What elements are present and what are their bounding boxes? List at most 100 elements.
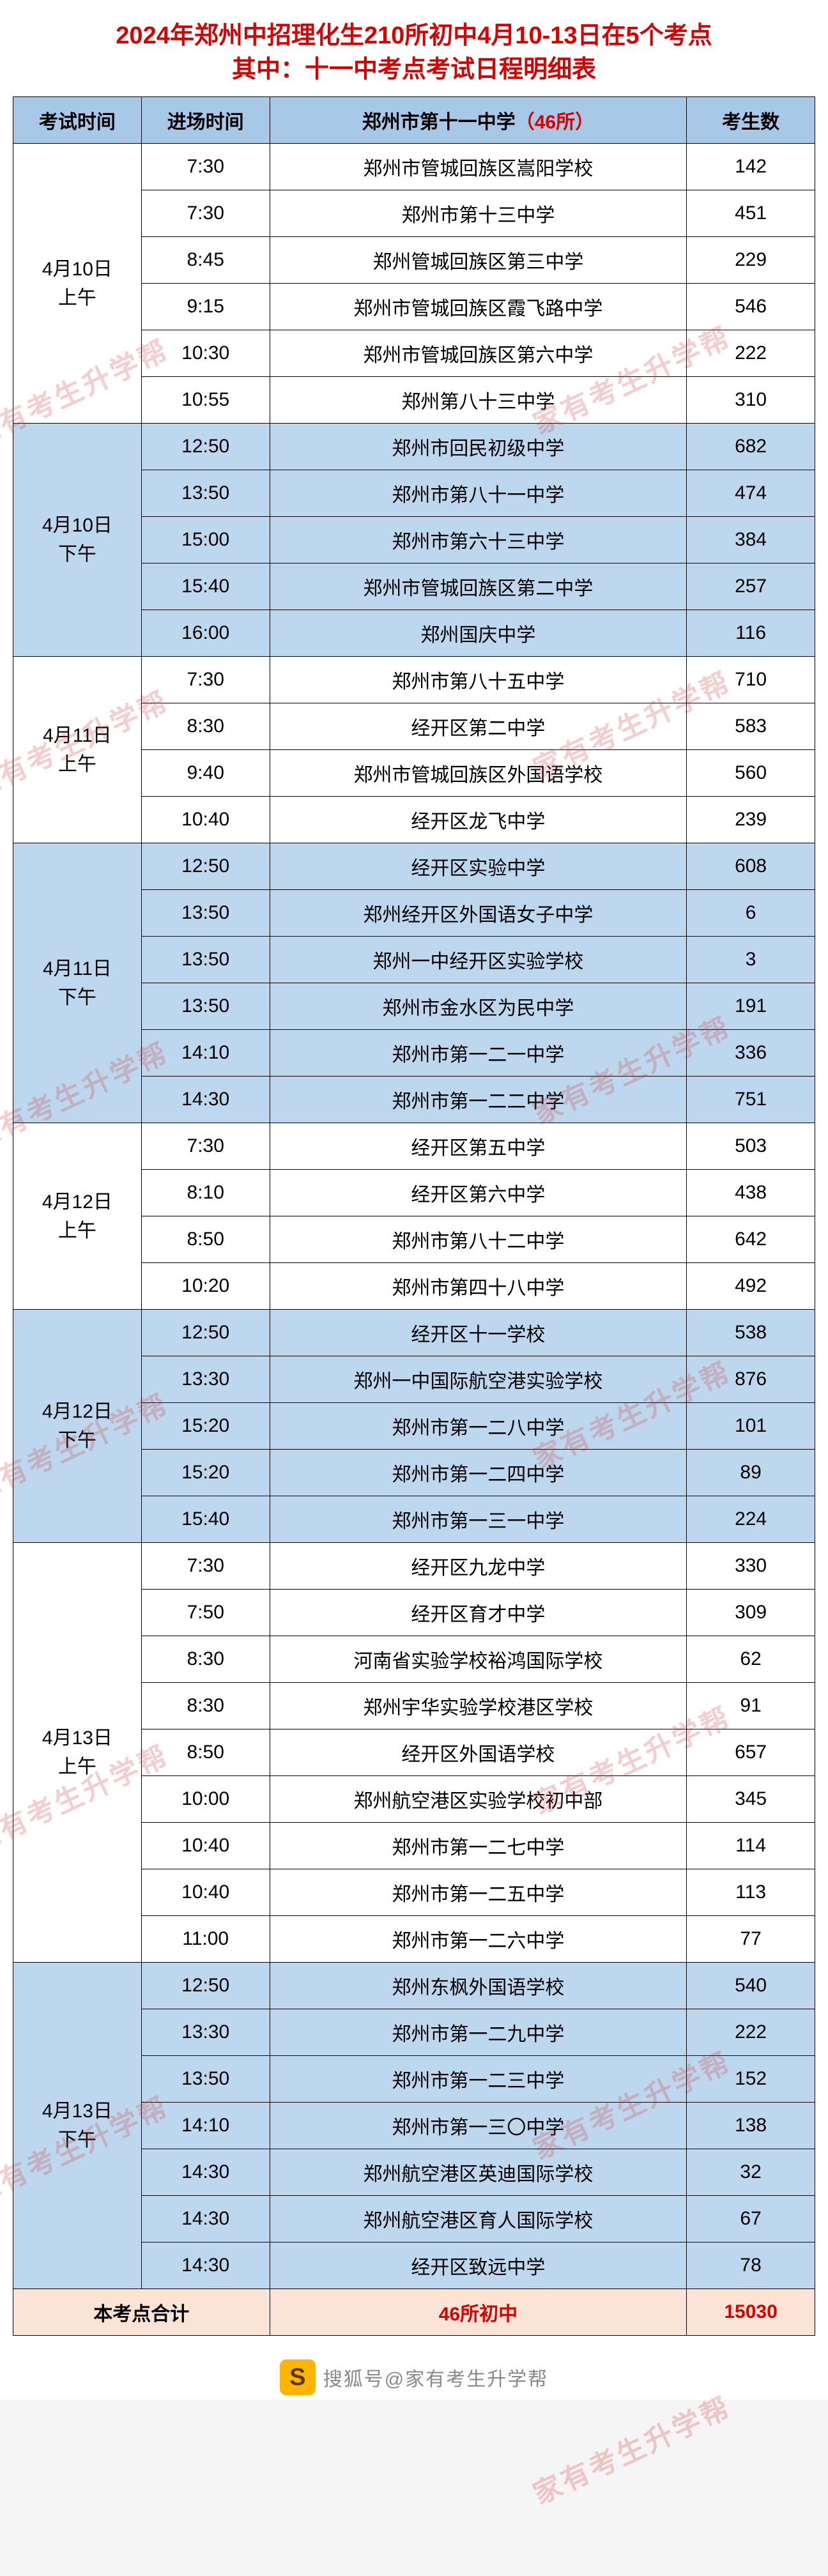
time-cell: 9:15 — [141, 284, 270, 330]
count-cell: 751 — [687, 1077, 815, 1123]
time-cell: 7:30 — [141, 190, 270, 237]
table-row: 4月11日下午12:50经开区实验中学608 — [13, 843, 815, 890]
count-cell: 682 — [687, 424, 815, 470]
header-time: 进场时间 — [141, 97, 270, 144]
count-cell: 657 — [687, 1729, 815, 1776]
time-cell: 10:20 — [141, 1263, 270, 1310]
table-row: 4月12日下午12:50经开区十一学校538 — [13, 1310, 815, 1356]
time-cell: 13:30 — [141, 2009, 270, 2056]
session-cell: 4月13日上午 — [13, 1543, 142, 1963]
school-cell: 郑州一中经开区实验学校 — [270, 937, 687, 983]
count-cell: 67 — [687, 2196, 815, 2242]
time-cell: 7:50 — [141, 1590, 270, 1636]
count-cell: 583 — [687, 703, 815, 750]
school-cell: 经开区第六中学 — [270, 1170, 687, 1216]
time-cell: 10:00 — [141, 1776, 270, 1823]
table-row: 4月12日上午7:30经开区第五中学503 — [13, 1123, 815, 1170]
school-cell: 郑州市管城回族区霞飞路中学 — [270, 284, 687, 330]
time-cell: 12:50 — [141, 1310, 270, 1356]
table-row: 4月13日上午7:30经开区九龙中学330 — [13, 1543, 815, 1590]
time-cell: 7:30 — [141, 1543, 270, 1590]
count-cell: 62 — [687, 1636, 815, 1683]
school-cell: 经开区九龙中学 — [270, 1543, 687, 1590]
count-cell: 642 — [687, 1216, 815, 1263]
footer-total: 15030 — [687, 2289, 815, 2336]
school-cell: 郑州一中国际航空港实验学校 — [270, 1356, 687, 1403]
count-cell: 116 — [687, 610, 815, 657]
session-cell: 4月10日下午 — [13, 424, 142, 657]
count-cell: 229 — [687, 237, 815, 284]
time-cell: 13:50 — [141, 470, 270, 517]
session-cell: 4月11日上午 — [13, 657, 142, 843]
footer-label: 本考点合计 — [13, 2289, 270, 2336]
count-cell: 710 — [687, 657, 815, 703]
header-school-count: （46所） — [516, 112, 594, 133]
title-line-1: 2024年郑州中招理化生210所初中4月10-13日在5个考点 — [13, 19, 815, 53]
time-cell: 11:00 — [141, 1916, 270, 1963]
school-cell: 经开区实验中学 — [270, 843, 687, 890]
footer-row: 本考点合计46所初中15030 — [13, 2289, 815, 2336]
time-cell: 8:30 — [141, 1636, 270, 1683]
school-cell: 郑州市管城回族区第二中学 — [270, 564, 687, 610]
school-cell: 郑州市第八十二中学 — [270, 1216, 687, 1263]
schedule-table: 考试时间 进场时间 郑州市第十一中学（46所） 考生数 4月10日上午7:30郑… — [13, 96, 815, 2336]
school-cell: 经开区育才中学 — [270, 1590, 687, 1636]
school-cell: 郑州市第六十三中学 — [270, 517, 687, 564]
school-cell: 河南省实验学校裕鸿国际学校 — [270, 1636, 687, 1683]
count-cell: 89 — [687, 1450, 815, 1496]
school-cell: 经开区致远中学 — [270, 2242, 687, 2289]
time-cell: 8:50 — [141, 1216, 270, 1263]
school-cell: 郑州宇华实验学校港区学校 — [270, 1683, 687, 1729]
count-cell: 114 — [687, 1823, 815, 1869]
count-cell: 608 — [687, 843, 815, 890]
time-cell: 15:20 — [141, 1403, 270, 1450]
header-row: 考试时间 进场时间 郑州市第十一中学（46所） 考生数 — [13, 97, 815, 144]
session-cell: 4月12日下午 — [13, 1310, 142, 1543]
time-cell: 16:00 — [141, 610, 270, 657]
session-cell: 4月12日上午 — [13, 1123, 142, 1310]
school-cell: 郑州市第一二三中学 — [270, 2056, 687, 2103]
school-cell: 经开区龙飞中学 — [270, 797, 687, 843]
count-cell: 239 — [687, 797, 815, 843]
count-cell: 77 — [687, 1916, 815, 1963]
school-cell: 经开区外国语学校 — [270, 1729, 687, 1776]
time-cell: 12:50 — [141, 843, 270, 890]
time-cell: 13:50 — [141, 983, 270, 1030]
school-cell: 郑州市第一二七中学 — [270, 1823, 687, 1869]
count-cell: 310 — [687, 377, 815, 424]
school-cell: 郑州市管城回族区外国语学校 — [270, 750, 687, 797]
school-cell: 郑州市第四十八中学 — [270, 1263, 687, 1310]
school-cell: 郑州经开区外国语女子中学 — [270, 890, 687, 937]
count-cell: 503 — [687, 1123, 815, 1170]
count-cell: 330 — [687, 1543, 815, 1590]
count-cell: 492 — [687, 1263, 815, 1310]
time-cell: 10:40 — [141, 1869, 270, 1916]
time-cell: 14:30 — [141, 1077, 270, 1123]
school-cell: 经开区第五中学 — [270, 1123, 687, 1170]
session-cell: 4月13日下午 — [13, 1963, 142, 2289]
time-cell: 13:50 — [141, 890, 270, 937]
table-row: 4月13日下午12:50郑州东枫外国语学校540 — [13, 1963, 815, 2009]
time-cell: 15:20 — [141, 1450, 270, 1496]
school-cell: 郑州市第一三〇中学 — [270, 2103, 687, 2149]
school-cell: 经开区第二中学 — [270, 703, 687, 750]
time-cell: 10:30 — [141, 330, 270, 377]
time-cell: 14:30 — [141, 2242, 270, 2289]
school-cell: 郑州市回民初级中学 — [270, 424, 687, 470]
count-cell: 191 — [687, 983, 815, 1030]
bottom-bar: S 搜狐号@家有考生升学帮 — [0, 2355, 828, 2400]
count-cell: 384 — [687, 517, 815, 564]
count-cell: 91 — [687, 1683, 815, 1729]
time-cell: 8:30 — [141, 1683, 270, 1729]
time-cell: 12:50 — [141, 424, 270, 470]
time-cell: 14:30 — [141, 2196, 270, 2242]
count-cell: 224 — [687, 1496, 815, 1543]
time-cell: 15:40 — [141, 564, 270, 610]
school-cell: 郑州市第八十五中学 — [270, 657, 687, 703]
time-cell: 9:40 — [141, 750, 270, 797]
school-cell: 郑州管城回族区第三中学 — [270, 237, 687, 284]
time-cell: 15:40 — [141, 1496, 270, 1543]
school-cell: 郑州第八十三中学 — [270, 377, 687, 424]
time-cell: 10:40 — [141, 797, 270, 843]
count-cell: 257 — [687, 564, 815, 610]
